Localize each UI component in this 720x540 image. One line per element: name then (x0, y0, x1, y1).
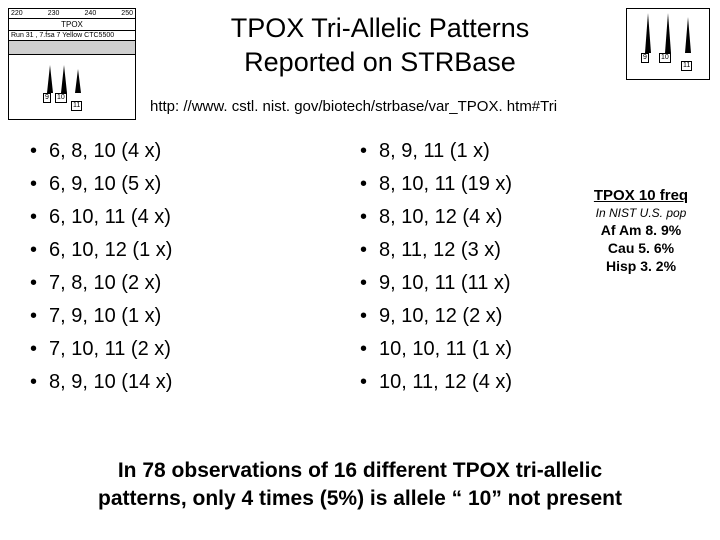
list-item: 6, 10, 12 (1 x) (30, 239, 360, 262)
peaks (9, 55, 135, 93)
peak-icon (665, 13, 671, 53)
title-line: Reported on STRBase (244, 47, 516, 77)
allele-box: 9 (641, 53, 649, 63)
freq-row: Cau 5. 6% (576, 239, 706, 257)
left-column: 6, 8, 10 (4 x) 6, 9, 10 (5 x) 6, 10, 11 … (30, 140, 360, 404)
freq-row: Hisp 3. 2% (576, 257, 706, 275)
list-item: 8, 9, 10 (14 x) (30, 371, 360, 394)
list-item: 6, 8, 10 (4 x) (30, 140, 360, 163)
tick: 230 (48, 10, 60, 17)
locus-label: TPOX (9, 19, 135, 31)
conclusion-text: In 78 observations of 16 different TPOX … (0, 457, 720, 512)
peak-icon (75, 69, 81, 93)
gray-band (9, 41, 135, 55)
list-item: 9, 10, 12 (2 x) (360, 305, 690, 328)
footer-line: patterns, only 4 times (5%) is allele “ … (98, 487, 622, 510)
list-item: 7, 8, 10 (2 x) (30, 272, 360, 295)
list-item: 6, 10, 11 (4 x) (30, 206, 360, 229)
freq-title: TPOX 10 freq (576, 186, 706, 206)
source-url: http: //www. cstl. nist. gov/biotech/str… (150, 98, 557, 115)
list-item: 6, 9, 10 (5 x) (30, 173, 360, 196)
freq-row: Af Am 8. 9% (576, 221, 706, 239)
electropherogram-right: 9 10 11 (626, 8, 710, 80)
freq-subtitle: In NIST U.S. pop (576, 206, 706, 222)
list-item: 10, 11, 12 (4 x) (360, 371, 690, 394)
footer-line: In 78 observations of 16 different TPOX … (118, 459, 602, 482)
peak-icon (47, 65, 53, 93)
allele-box: 10 (659, 53, 671, 63)
allele-box: 9 (43, 93, 51, 103)
allele-box: 11 (681, 61, 692, 71)
peak-icon (685, 17, 691, 53)
tick: 240 (85, 10, 97, 17)
frequency-box: TPOX 10 freq In NIST U.S. pop Af Am 8. 9… (576, 186, 706, 276)
peak-icon (61, 65, 67, 93)
tick: 220 (11, 10, 23, 17)
peak-icon (645, 13, 651, 53)
list-item: 7, 9, 10 (1 x) (30, 305, 360, 328)
allele-box: 11 (71, 101, 82, 111)
allele-box: 10 (55, 93, 67, 103)
list-item: 8, 9, 11 (1 x) (360, 140, 690, 163)
peaks (627, 9, 709, 53)
axis-ticks: 220 230 240 250 (9, 9, 135, 19)
list-item: 7, 10, 11 (2 x) (30, 338, 360, 361)
run-label: Run 31 , 7.fsa 7 Yellow CTC5500 (9, 31, 135, 41)
tick: 250 (121, 10, 133, 17)
list-item: 10, 10, 11 (1 x) (360, 338, 690, 361)
slide-title: TPOX Tri-Allelic Patterns Reported on ST… (150, 12, 610, 80)
electropherogram-left: 220 230 240 250 TPOX Run 31 , 7.fsa 7 Ye… (8, 8, 136, 120)
title-line: TPOX Tri-Allelic Patterns (231, 13, 530, 43)
